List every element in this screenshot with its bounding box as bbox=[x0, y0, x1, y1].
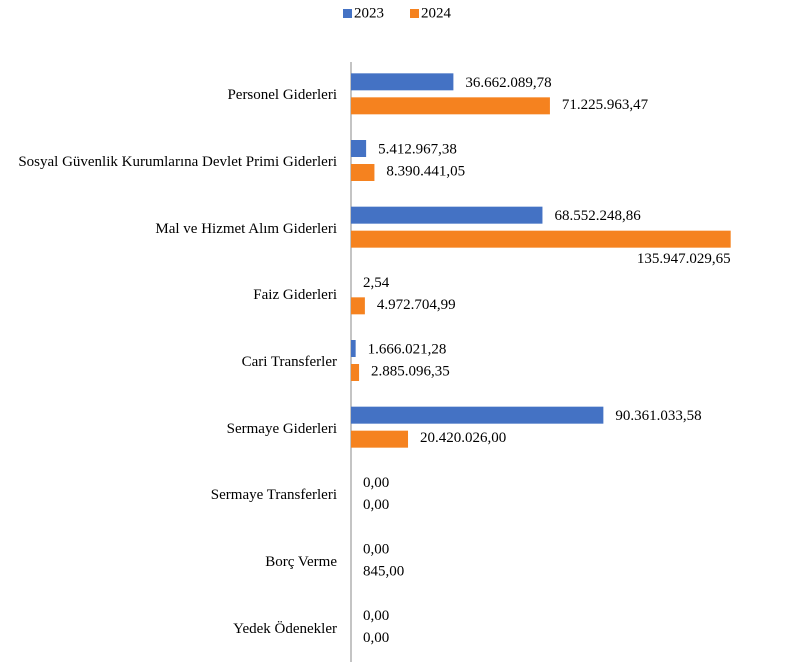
category-label: Sermaye Giderleri bbox=[0, 399, 337, 459]
category-label: Faiz Giderleri bbox=[0, 265, 337, 325]
bar bbox=[351, 297, 365, 315]
category-text: Yedek Ödenekler bbox=[233, 620, 337, 637]
value-label: 20.420.026,00 bbox=[420, 430, 506, 446]
bar bbox=[351, 230, 731, 248]
category-text: Personel Giderleri bbox=[227, 87, 337, 104]
legend-label: 2023 bbox=[354, 5, 384, 21]
category-text: Faiz Giderleri bbox=[253, 287, 337, 304]
bar bbox=[351, 73, 454, 91]
bar bbox=[351, 206, 543, 224]
category-text: Sermaye Giderleri bbox=[226, 420, 337, 437]
value-label: 845,00 bbox=[363, 563, 404, 579]
value-label: 0,00 bbox=[363, 475, 389, 491]
bar bbox=[351, 340, 356, 357]
value-label: 71.225.963,47 bbox=[562, 97, 649, 113]
category-text: Mal ve Hizmet Alım Giderleri bbox=[155, 220, 337, 237]
value-label: 1.666.021,28 bbox=[368, 341, 447, 357]
category-label: Sosyal Güvenlik Kurumlarına Devlet Primi… bbox=[0, 132, 337, 192]
bar bbox=[351, 140, 367, 157]
bar bbox=[351, 164, 375, 181]
category-text: Borç Verme bbox=[265, 554, 337, 570]
category-text: Sermaye Transferleri bbox=[210, 487, 337, 504]
value-label: 2,54 bbox=[363, 275, 390, 291]
value-label: 0,00 bbox=[363, 541, 389, 557]
value-label: 5.412.967,38 bbox=[378, 141, 457, 157]
bar bbox=[351, 406, 604, 424]
category-text: Cari Transferler bbox=[241, 354, 337, 370]
category-text: Sosyal Güvenlik Kurumlarına Devlet Primi… bbox=[18, 154, 337, 170]
value-label: 0,00 bbox=[363, 497, 389, 513]
bar bbox=[351, 97, 550, 115]
legend-swatch bbox=[343, 9, 352, 18]
value-label: 135.947.029,65 bbox=[637, 251, 731, 267]
category-label: Personel Giderleri bbox=[0, 65, 337, 125]
category-label: Borç Verme bbox=[0, 532, 337, 592]
category-label: Cari Transferler bbox=[0, 332, 337, 392]
value-label: 36.662.089,78 bbox=[465, 75, 551, 91]
value-label: 0,00 bbox=[363, 630, 389, 646]
category-label: Yedek Ödenekler bbox=[0, 599, 337, 659]
category-label: Mal ve Hizmet Alım Giderleri bbox=[0, 199, 337, 259]
value-label: 2.885.096,35 bbox=[371, 363, 450, 379]
value-label: 0,00 bbox=[363, 608, 389, 624]
value-label: 68.552.248,86 bbox=[554, 208, 641, 224]
legend-swatch bbox=[410, 9, 419, 18]
value-label: 90.361.033,58 bbox=[615, 408, 701, 424]
value-label: 8.390.441,05 bbox=[386, 163, 465, 179]
bar bbox=[351, 364, 360, 381]
bar bbox=[351, 430, 409, 448]
legend-label: 2024 bbox=[421, 5, 452, 21]
category-label: Sermaye Transferleri bbox=[0, 465, 337, 525]
value-label: 4.972.704,99 bbox=[377, 297, 456, 313]
